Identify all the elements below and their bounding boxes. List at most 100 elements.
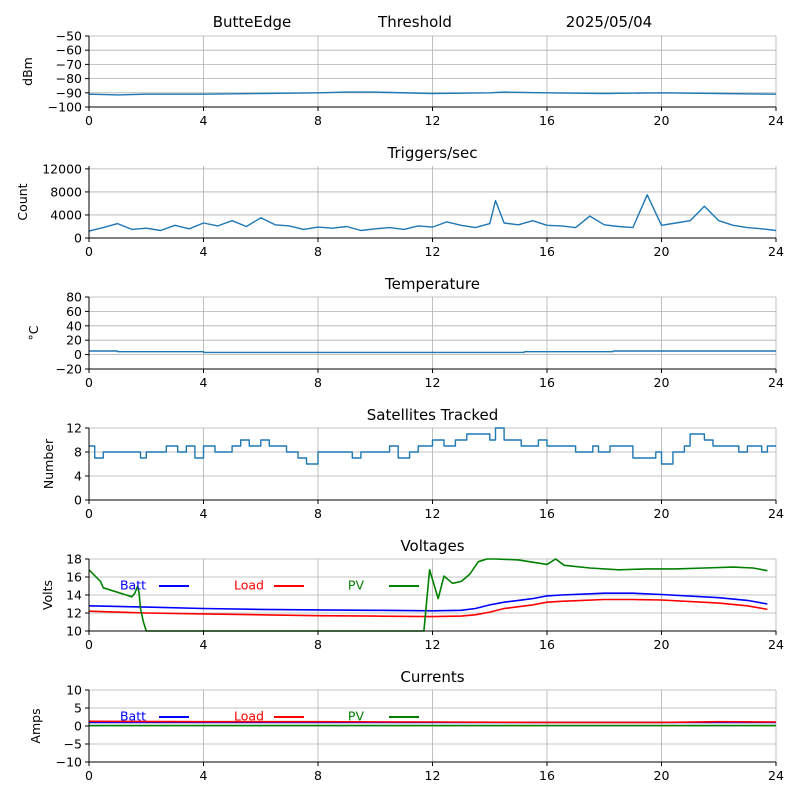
y-tick-label: 20	[66, 333, 82, 348]
x-tick-label: 24	[768, 244, 784, 259]
chart-title: Currents	[400, 668, 464, 686]
y-tick-label: −60	[56, 43, 82, 58]
legend-label-pv: PV	[348, 709, 365, 724]
y-tick-label: 5	[74, 701, 82, 716]
x-tick-label: 0	[85, 637, 93, 652]
series-line-satellites	[89, 427, 776, 465]
series-line-batt	[88, 592, 768, 612]
x-tick-label: 16	[539, 375, 555, 390]
y-axis-label: dBm	[20, 57, 35, 86]
y-tick-label: 0	[74, 231, 82, 246]
x-tick-label: 12	[425, 506, 441, 521]
x-tick-label: 8	[314, 637, 322, 652]
legend-label-load: Load	[234, 709, 264, 724]
y-tick-label: −80	[56, 71, 82, 86]
x-tick-label: 8	[314, 244, 322, 259]
panel-threshold: 0 4 8 12 16 20 24 −100−90−80−70−60−50 dBm	[20, 29, 784, 129]
y-tick-label: −70	[56, 57, 82, 72]
x-tick-label: 16	[539, 113, 555, 128]
y-tick-label: −100	[48, 100, 82, 115]
header-mode: Threshold	[377, 13, 452, 31]
y-tick-label: 0	[74, 347, 82, 362]
panel-voltages: 0 4 8 12 16 20 24 10 12 14 16 18 Volts Voltages Batt Lo…	[40, 537, 784, 652]
y-tick-label: 0	[74, 719, 82, 734]
x-tick-label: 4	[200, 768, 208, 783]
x-tick-label: 16	[539, 768, 555, 783]
x-tick-label: 8	[314, 768, 322, 783]
x-tick-label: 4	[200, 375, 208, 390]
y-tick-label: 4000	[50, 207, 82, 222]
y-tick-label: 12000	[42, 161, 82, 176]
y-axis-label: Number	[41, 438, 56, 489]
y-tick-label: −90	[56, 85, 82, 100]
legend-label-batt: Batt	[120, 578, 146, 593]
x-tick-label: 20	[654, 244, 670, 259]
series-line-threshold	[88, 91, 777, 96]
x-tick-label: 12	[425, 768, 441, 783]
x-tick-label: 20	[654, 506, 670, 521]
y-axis-label: Volts	[40, 580, 55, 610]
y-tick-label: 8	[74, 445, 82, 460]
x-tick-label: 20	[654, 113, 670, 128]
x-tick-label: 0	[85, 768, 93, 783]
chart-title: Triggers/sec	[387, 144, 478, 162]
x-tick-label: 4	[200, 244, 208, 259]
x-tick-label: 8	[314, 506, 322, 521]
panel-triggers: 0 4 8 12 16 20 24 0 4000 8000 12000 Count Triggers/s…	[15, 144, 784, 259]
x-tick-label: 4	[200, 506, 208, 521]
y-tick-label: 0	[74, 493, 82, 508]
y-tick-label: 18	[66, 552, 82, 567]
y-tick-label: 10	[66, 683, 82, 698]
y-axis-label: Amps	[28, 708, 43, 743]
x-tick-label: 0	[85, 375, 93, 390]
header-date: 2025/05/04	[566, 13, 652, 31]
x-tick-label: 4	[200, 637, 208, 652]
x-tick-label: 24	[768, 113, 784, 128]
y-tick-label: −5	[64, 737, 82, 752]
x-tick-label: 24	[768, 506, 784, 521]
x-tick-label: 12	[425, 375, 441, 390]
x-tick-label: 0	[85, 506, 93, 521]
y-axis-label: °C	[26, 325, 41, 340]
legend-label-batt: Batt	[120, 709, 146, 724]
y-tick-label: 40	[66, 318, 82, 333]
x-tick-label: 20	[654, 768, 670, 783]
x-tick-label: 4	[200, 113, 208, 128]
y-tick-label: −10	[56, 755, 82, 770]
x-tick-label: 12	[425, 244, 441, 259]
y-tick-label: 80	[66, 290, 82, 305]
y-tick-label: 12	[66, 421, 82, 436]
x-tick-label: 8	[314, 113, 322, 128]
chart-title: Voltages	[400, 537, 464, 555]
legend-label-pv: PV	[348, 578, 365, 593]
x-tick-label: 20	[654, 637, 670, 652]
series-line-temperature	[89, 350, 776, 354]
series-line-pv	[88, 558, 768, 632]
x-tick-label: 16	[539, 244, 555, 259]
x-tick-label: 24	[768, 637, 784, 652]
x-tick-label: 20	[654, 375, 670, 390]
x-tick-label: 24	[768, 768, 784, 783]
y-tick-label: 8000	[50, 184, 82, 199]
y-tick-label: 4	[74, 469, 82, 484]
chart-title: Satellites Tracked	[367, 406, 498, 424]
y-tick-label: −20	[56, 362, 82, 377]
series-line-triggers	[88, 194, 777, 232]
x-tick-label: 0	[85, 113, 93, 128]
x-tick-label: 12	[425, 637, 441, 652]
x-tick-label: 8	[314, 375, 322, 390]
legend-label-load: Load	[234, 578, 264, 593]
y-tick-label: 16	[66, 570, 82, 585]
y-tick-label: −50	[56, 29, 82, 44]
station-name: ButteEdge	[213, 13, 292, 31]
y-tick-label: 60	[66, 304, 82, 319]
y-tick-label: 14	[66, 588, 82, 603]
panel-currents: 0 4 8 12 16 20 24 −10 −5 0 5 10 Amps Currents Batt Load…	[28, 668, 784, 783]
y-axis-label: Count	[15, 183, 30, 220]
series-line-load	[88, 598, 768, 618]
x-tick-label: 16	[539, 506, 555, 521]
y-tick-label: 10	[66, 624, 82, 639]
